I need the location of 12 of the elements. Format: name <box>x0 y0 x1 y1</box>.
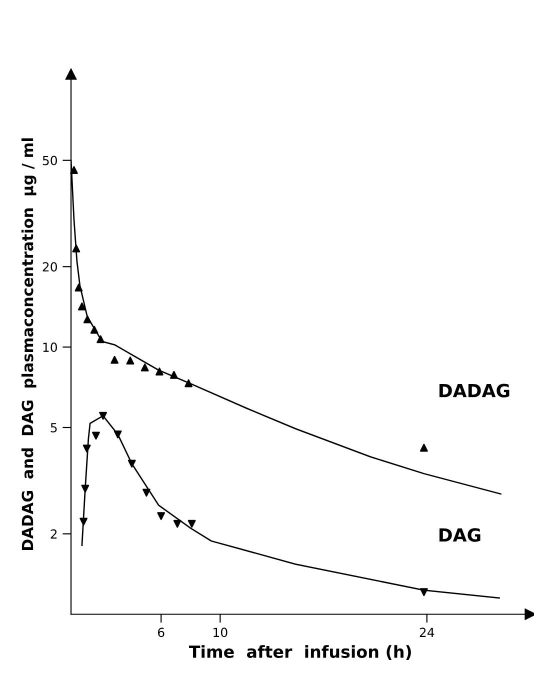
y-axis-title: DADAG and DAG plasmaconcentration µg / ml <box>21 138 36 550</box>
y-tick-label: 50 <box>42 156 57 166</box>
y-tick-label: 20 <box>42 262 57 272</box>
text: DAG <box>439 528 480 542</box>
y-tick-label: 5 <box>50 423 57 432</box>
y-tick-label: 2 <box>50 529 57 539</box>
text: DADAG <box>439 384 510 398</box>
y-tick-label: 10 <box>43 342 57 352</box>
x-axis-title: Time after infusion (h) <box>188 645 411 660</box>
x-tick-label: 10 <box>214 628 228 638</box>
x-tick-label: 6 <box>158 628 164 638</box>
x-tick-label: 24 <box>420 628 434 637</box>
